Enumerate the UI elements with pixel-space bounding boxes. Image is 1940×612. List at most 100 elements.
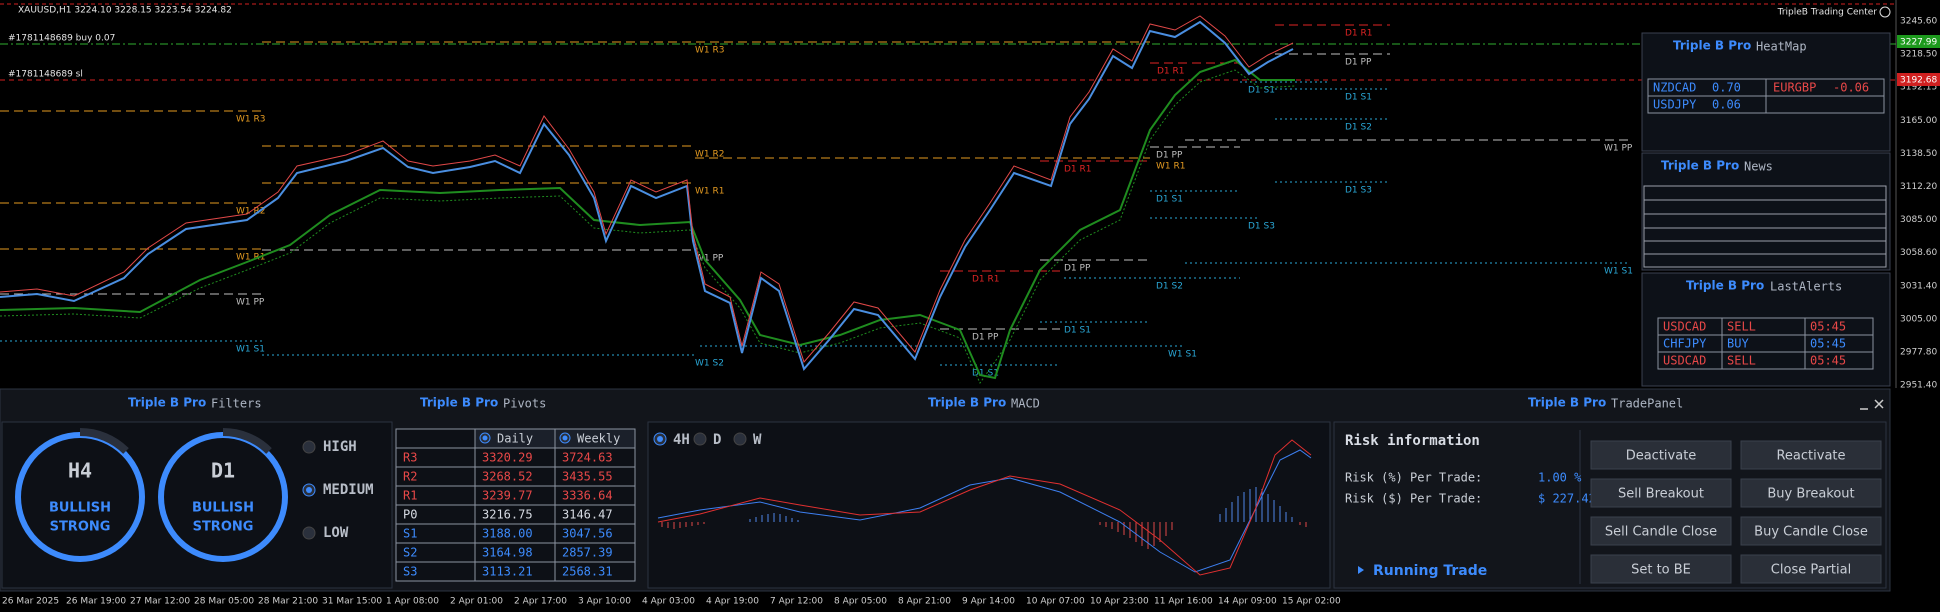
- time-label: 26 Mar 2025: [2, 597, 59, 607]
- risk-usd: $ 227.42: [1538, 492, 1596, 506]
- level-label[interactable]: HIGH: [323, 439, 357, 455]
- ma-band: [0, 69, 1296, 385]
- tf-radio[interactable]: [693, 432, 707, 446]
- trade-button-label[interactable]: Sell Breakout: [1618, 487, 1704, 502]
- time-label: 2 Apr 01:00: [450, 597, 503, 607]
- gauge-timeframe: H4: [68, 459, 92, 483]
- pivot-label: D1 S1: [1345, 93, 1372, 103]
- news-table: [1643, 185, 1887, 268]
- pivot-cell: 3724.63: [562, 451, 613, 465]
- trade-button[interactable]: [1740, 516, 1882, 546]
- alert-cell: 05:45: [1810, 320, 1846, 334]
- price-label: 3192.15: [1900, 83, 1937, 93]
- panel-title: HeatMap: [1756, 40, 1807, 54]
- sl-order-label: #1781148689 sl: [8, 70, 83, 80]
- trade-button[interactable]: [1740, 554, 1882, 584]
- alert-cell: CHFJPY: [1663, 337, 1707, 351]
- stop-price: 3192.68: [1900, 76, 1937, 86]
- level-radio[interactable]: [302, 526, 316, 540]
- pivot-cell: R2: [403, 470, 417, 484]
- gauge-ring: [158, 432, 288, 562]
- level-radio-dot: [306, 487, 312, 493]
- running-trade-arrow[interactable]: [1358, 566, 1364, 574]
- time-label: 28 Mar 05:00: [194, 597, 254, 607]
- risk-pct: 1.00 %: [1538, 471, 1582, 485]
- trade-button-label[interactable]: Deactivate: [1626, 449, 1697, 464]
- heatmap-table: NZDCAD 0.70 EURGBP -0.06 USDJPY 0.06: [1647, 78, 1885, 114]
- price-wicks: [0, 15, 1294, 364]
- gauge-state: BULLISH: [49, 501, 111, 516]
- level-radio[interactable]: [302, 440, 316, 454]
- pivot-label: D1 S1: [972, 369, 999, 379]
- trade-button[interactable]: [1740, 440, 1882, 470]
- tf-label[interactable]: W: [753, 432, 762, 448]
- time-label: 28 Mar 21:00: [258, 597, 318, 607]
- price-label: 3165.00: [1900, 116, 1937, 126]
- running-trade[interactable]: Running Trade: [1373, 563, 1487, 579]
- pivot-label: W1 R1: [695, 187, 724, 197]
- time-label: 7 Apr 12:00: [770, 597, 823, 607]
- time-label: 26 Mar 19:00: [66, 597, 126, 607]
- trade-button[interactable]: [1590, 516, 1732, 546]
- current-price: 3227.99: [1900, 38, 1937, 48]
- time-label: 1 Apr 08:00: [386, 597, 439, 607]
- pivot-label: W1 PP: [236, 298, 265, 308]
- pivot-label: D1 S3: [1248, 222, 1275, 232]
- trade-button[interactable]: [1740, 478, 1882, 508]
- tf-radio[interactable]: [733, 432, 747, 446]
- trade-button[interactable]: [1590, 478, 1732, 508]
- alert-cell-box: [1804, 351, 1874, 370]
- panel-frame: [1641, 152, 1891, 271]
- trade-button[interactable]: [1590, 554, 1732, 584]
- alerts-panel: Triple B Pro LastAlerts USDCAD SELL 05:45 C…: [1641, 272, 1891, 387]
- tf-label[interactable]: D: [713, 432, 721, 448]
- pivot-cell-box: [554, 561, 636, 582]
- macd-histogram-neg: [661, 522, 1307, 549]
- time-label: 4 Apr 03:00: [642, 597, 695, 607]
- alert-cell: 05:45: [1810, 337, 1846, 351]
- pivot-label: W1 PP: [695, 254, 724, 264]
- panel-title: TradePanel: [1611, 397, 1683, 411]
- time-label: 8 Apr 05:00: [834, 597, 887, 607]
- filters-body: H4 BULLISH STRONG D1 BULLISH STRONG HIGH MEDIUM…: [15, 427, 374, 562]
- trade-button-label[interactable]: Close Partial: [1771, 563, 1851, 578]
- trade-button[interactable]: [1590, 440, 1732, 470]
- price-label: 3031.40: [1900, 281, 1937, 291]
- time-label: 9 Apr 14:00: [962, 597, 1015, 607]
- pivot-cell: S2: [403, 546, 417, 560]
- risk-usd-label: Risk ($) Per Trade:: [1345, 492, 1482, 506]
- pivot-cell: 3146.47: [562, 508, 613, 522]
- panel-title: MACD: [1011, 397, 1040, 411]
- pivot-cell: R3: [403, 451, 417, 465]
- trade-button-label[interactable]: Reactivate: [1776, 449, 1845, 464]
- price-label: 3112.20: [1900, 182, 1937, 192]
- pivot-label: D1 PP: [1064, 264, 1091, 274]
- level-label[interactable]: MEDIUM: [323, 482, 374, 498]
- price-path: [0, 20, 1294, 372]
- pivot-label: D1 S2: [1156, 282, 1183, 292]
- trade-button-label[interactable]: Set to BE: [1631, 563, 1691, 578]
- level-label[interactable]: LOW: [323, 525, 349, 541]
- price-label: 3218.50: [1900, 50, 1937, 60]
- moving-average: [0, 58, 1295, 380]
- panel-title: News: [1744, 160, 1773, 174]
- price-label: 3005.00: [1900, 314, 1937, 324]
- panel-title: Pivots: [503, 397, 546, 411]
- pivot-cell: 3268.52: [482, 470, 533, 484]
- trade-button-label[interactable]: Buy Breakout: [1767, 487, 1854, 502]
- trade-button-label[interactable]: Sell Candle Close: [1605, 525, 1717, 540]
- trade-button-label[interactable]: Buy Candle Close: [1754, 525, 1868, 540]
- pivot-label: W1 R3: [695, 46, 724, 56]
- pivot-label: D1 R1: [1345, 29, 1373, 39]
- pivot-label: D1 R1: [1157, 67, 1185, 77]
- panel-brand: Triple B Pro: [1686, 279, 1764, 293]
- pivot-label: W1 R1: [236, 253, 265, 263]
- pivot-cell: 2568.31: [562, 565, 613, 579]
- pivot-label: D1 PP: [1156, 151, 1183, 161]
- close-button[interactable]: [1874, 399, 1884, 409]
- signal-line: [657, 439, 1312, 576]
- time-label: 31 Mar 15:00: [322, 597, 382, 607]
- pivot-label: W1 S2: [695, 359, 724, 369]
- tf-label[interactable]: 4H: [673, 432, 690, 448]
